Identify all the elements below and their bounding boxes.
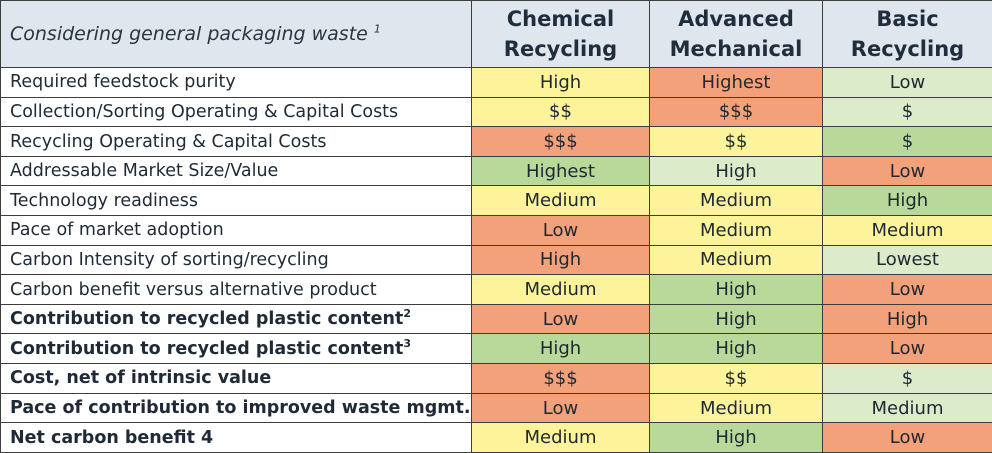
rating-cell-chemical-recycling: Low (471, 215, 650, 246)
row-label: Technology readiness (0, 185, 472, 217)
row-label-text: Required feedstock purity (10, 72, 236, 93)
row-label: Pace of market adoption (0, 215, 472, 246)
table-body: Required feedstock purity High Highest Low C… (0, 67, 992, 453)
rating-cell-advanced-mechanical: $$ (649, 363, 823, 394)
rating-cell-basic-recycling: Medium (822, 392, 992, 424)
table-row: Pace of contribution to improved waste m… (0, 392, 992, 424)
rating-cell-chemical-recycling: Medium (471, 422, 650, 453)
rating-cell-chemical-recycling: High (471, 67, 650, 98)
rating-cell-chemical-recycling: Low (471, 303, 650, 335)
header-col-line2: Recycling (850, 37, 965, 61)
table-row: Carbon benefit versus alternative produc… (0, 274, 992, 305)
table-row: Technology readiness Medium Medium High (0, 185, 992, 217)
row-label: Collection/Sorting Operating & Capital C… (0, 96, 472, 128)
row-label: Addressable Market Size/Value (0, 155, 472, 187)
rating-cell-chemical-recycling: $$$ (471, 126, 650, 157)
rating-cell-chemical-recycling: Low (471, 392, 650, 424)
row-label-text: Collection/Sorting Operating & Capital C… (10, 101, 399, 122)
row-label-text: Carbon benefit versus alternative produc… (10, 279, 377, 300)
table-row: Net carbon benefit 4 Medium High Low (0, 422, 992, 453)
row-label-text: Technology readiness (10, 190, 198, 211)
rating-cell-chemical-recycling: Highest (471, 155, 650, 187)
rating-cell-advanced-mechanical: High (649, 303, 823, 335)
row-label-text: Contribution to recycled plastic content (10, 309, 404, 330)
row-label-text: Cost, net of intrinsic value (10, 368, 272, 389)
table-row: Contribution to recycled plastic content… (0, 303, 992, 335)
rating-cell-advanced-mechanical: High (649, 274, 823, 305)
rating-cell-basic-recycling: $ (822, 96, 992, 128)
rating-cell-advanced-mechanical: $$$ (649, 96, 823, 128)
header-col-line2: Recycling (503, 37, 618, 61)
rating-cell-basic-recycling: $ (822, 363, 992, 394)
header-col-line1: Basic (876, 7, 939, 31)
header-col-line2: Mechanical (669, 37, 803, 61)
header-col-line1: Chemical (506, 7, 615, 31)
table-row: Contribution to recycled plastic content… (0, 333, 992, 365)
row-label: Contribution to recycled plastic content… (0, 333, 472, 365)
header-advanced-mechanical: Advanced Mechanical (649, 0, 823, 68)
row-label-text: Pace of contribution to improved waste m… (10, 398, 471, 418)
rating-cell-advanced-mechanical: High (649, 333, 823, 365)
rating-cell-advanced-mechanical: Medium (649, 185, 823, 217)
rating-cell-basic-recycling: $ (822, 126, 992, 157)
row-label: Recycling Operating & Capital Costs (0, 126, 472, 157)
header-corner-footnote: 1 (373, 22, 381, 36)
table-row: Addressable Market Size/Value Highest High… (0, 155, 992, 187)
rating-cell-advanced-mechanical: Medium (649, 392, 823, 424)
header-basic-recycling: Basic Recycling (822, 0, 992, 68)
rating-cell-advanced-mechanical: $$ (649, 126, 823, 157)
table-row: Recycling Operating & Capital Costs $$$ $$… (0, 126, 992, 157)
rating-cell-chemical-recycling: Medium (471, 274, 650, 305)
rating-cell-basic-recycling: Low (822, 67, 992, 98)
table-row: Pace of market adoption Low Medium Medium (0, 215, 992, 246)
rating-cell-advanced-mechanical: High (649, 155, 823, 187)
rating-cell-advanced-mechanical: Medium (649, 244, 823, 276)
rating-cell-chemical-recycling: High (471, 333, 650, 365)
row-label-text: Recycling Operating & Capital Costs (10, 131, 327, 152)
rating-cell-advanced-mechanical: Medium (649, 215, 823, 246)
rating-cell-advanced-mechanical: High (649, 422, 823, 453)
rating-cell-basic-recycling: Low (822, 333, 992, 365)
table-row: Cost, net of intrinsic value $$$ $$ $ (0, 363, 992, 394)
row-label: Pace of contribution to improved waste m… (0, 392, 472, 424)
table-row: Collection/Sorting Operating & Capital C… (0, 96, 992, 128)
row-label-text: Contribution to recycled plastic content (10, 338, 404, 359)
row-label: Net carbon benefit 4 (0, 422, 472, 453)
row-label-footnote: 2 (403, 307, 412, 321)
header-chemical-recycling: Chemical Recycling (471, 0, 650, 68)
header-corner-text: Considering general packaging waste (10, 23, 368, 45)
row-label-text: Addressable Market Size/Value (10, 161, 279, 182)
rating-cell-advanced-mechanical: Highest (649, 67, 823, 98)
rating-cell-chemical-recycling: High (471, 244, 650, 276)
rating-cell-basic-recycling: Lowest (822, 244, 992, 276)
row-label-text: Net carbon benefit 4 (10, 427, 214, 448)
row-label-text: Carbon Intensity of sorting/recycling (10, 249, 329, 270)
row-label: Carbon benefit versus alternative produc… (0, 274, 472, 305)
row-label: Contribution to recycled plastic content… (0, 303, 472, 335)
row-label: Required feedstock purity (0, 67, 472, 98)
row-label: Cost, net of intrinsic value (0, 363, 472, 394)
rating-cell-basic-recycling: High (822, 303, 992, 335)
rating-cell-basic-recycling: Low (822, 422, 992, 453)
row-label-text: Pace of market adoption (10, 220, 224, 241)
header-corner: Considering general packaging waste 1 (0, 0, 472, 68)
rating-cell-basic-recycling: Low (822, 155, 992, 187)
rating-cell-chemical-recycling: Medium (471, 185, 650, 217)
rating-cell-chemical-recycling: $$ (471, 96, 650, 128)
table-row: Carbon Intensity of sorting/recycling Hig… (0, 244, 992, 276)
rating-cell-basic-recycling: High (822, 185, 992, 217)
rating-cell-chemical-recycling: $$$ (471, 363, 650, 394)
table-row: Required feedstock purity High Highest Low (0, 67, 992, 98)
row-label: Carbon Intensity of sorting/recycling (0, 244, 472, 276)
header-row: Considering general packaging waste 1 Ch… (0, 0, 992, 68)
header-col-line1: Advanced (678, 7, 794, 31)
rating-cell-basic-recycling: Medium (822, 215, 992, 246)
row-label-footnote: 3 (403, 336, 412, 350)
rating-cell-basic-recycling: Low (822, 274, 992, 305)
